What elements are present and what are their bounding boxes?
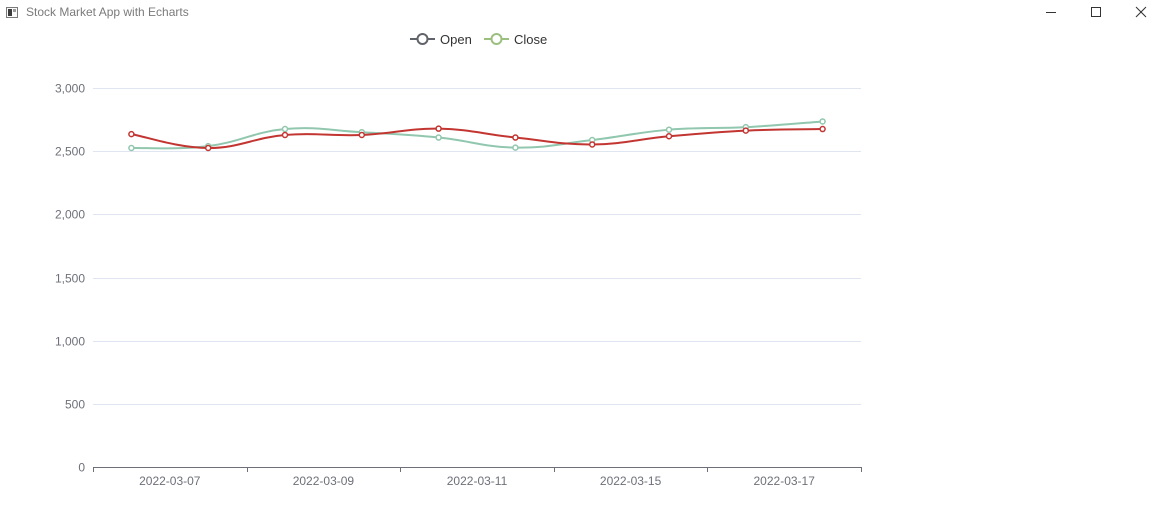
- legend: Open Close: [410, 32, 547, 47]
- legend-label: Close: [514, 32, 547, 47]
- legend-swatch-marker: [490, 33, 503, 45]
- data-point-open[interactable]: [281, 131, 289, 139]
- data-point-open[interactable]: [358, 131, 366, 139]
- series-layer: [128, 118, 826, 152]
- series-line-open: [131, 127, 823, 150]
- data-point-close[interactable]: [281, 125, 289, 133]
- data-point-open[interactable]: [435, 125, 442, 132]
- data-point-close[interactable]: [128, 144, 135, 152]
- y-tick-label: 0: [78, 461, 85, 475]
- maximize-icon: [1091, 7, 1101, 17]
- app-icon: [6, 7, 18, 18]
- legend-item-close[interactable]: Close: [484, 32, 547, 47]
- x-tick-label: 2022-03-09: [293, 474, 355, 488]
- x-tick-label: 2022-03-11: [447, 474, 508, 488]
- y-tick-label: 3,000: [55, 82, 85, 96]
- x-tick-label: 2022-03-15: [600, 474, 662, 488]
- data-point-close[interactable]: [512, 144, 519, 151]
- y-tick-label: 2,500: [55, 145, 85, 159]
- data-point-open[interactable]: [204, 144, 212, 152]
- minimize-button[interactable]: [1027, 0, 1073, 26]
- data-point-open[interactable]: [742, 127, 750, 134]
- legend-swatch-marker: [416, 33, 429, 45]
- legend-label: Open: [440, 32, 472, 47]
- minimize-icon: [1046, 12, 1056, 13]
- y-tick-label: 1,000: [55, 335, 85, 349]
- x-tick-label: 2022-03-17: [754, 474, 816, 488]
- data-point-open[interactable]: [512, 134, 519, 141]
- grid-lines: [93, 88, 861, 405]
- data-point-close[interactable]: [665, 126, 673, 133]
- data-point-open[interactable]: [819, 125, 826, 133]
- data-point-open[interactable]: [665, 133, 673, 140]
- close-button[interactable]: [1117, 0, 1155, 26]
- y-tick-label: 1,500: [55, 272, 85, 286]
- data-point-close[interactable]: [435, 134, 442, 141]
- series-open: [128, 125, 826, 152]
- x-axis: 2022-03-07 2022-03-09 2022-03-11 2022-03-15…: [93, 467, 862, 488]
- y-tick-label: 500: [65, 398, 85, 412]
- data-point-open[interactable]: [588, 141, 596, 148]
- data-point-close[interactable]: [819, 118, 826, 125]
- series-line-close: [131, 120, 823, 150]
- data-point-open[interactable]: [128, 130, 135, 138]
- y-axis-labels: 0 500 1,000 1,500 2,000 2,500 3,000: [55, 82, 85, 475]
- title-bar: Stock Market App with Echarts: [0, 0, 1155, 26]
- close-icon: [1135, 6, 1147, 18]
- x-tick-label: 2022-03-07: [139, 474, 201, 488]
- maximize-button[interactable]: [1072, 0, 1118, 26]
- legend-item-open[interactable]: Open: [410, 32, 472, 47]
- window-title: Stock Market App with Echarts: [26, 5, 189, 19]
- y-tick-label: 2,000: [55, 208, 85, 222]
